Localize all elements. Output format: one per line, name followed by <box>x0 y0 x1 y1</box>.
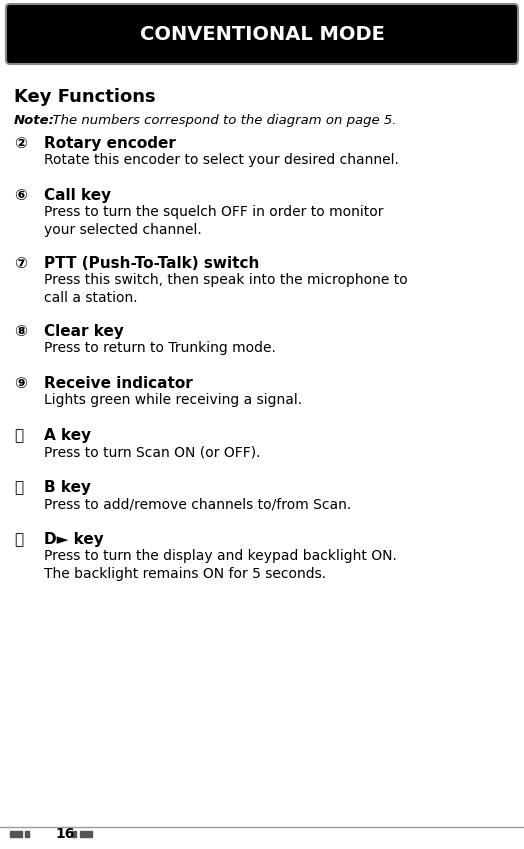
Text: A key: A key <box>44 428 91 443</box>
Bar <box>80 831 92 837</box>
Text: CONVENTIONAL MODE: CONVENTIONAL MODE <box>139 25 385 43</box>
Text: ⑲: ⑲ <box>14 532 23 547</box>
Bar <box>72 831 76 837</box>
Text: 16: 16 <box>55 827 74 841</box>
Text: ⑨: ⑨ <box>14 376 27 391</box>
Text: Press to return to Trunking mode.: Press to return to Trunking mode. <box>44 341 276 355</box>
Text: Press to turn the display and keypad backlight ON.
The backlight remains ON for : Press to turn the display and keypad bac… <box>44 549 397 582</box>
Text: ⑦: ⑦ <box>14 256 27 271</box>
Text: Note:: Note: <box>14 114 55 127</box>
Text: ⑯: ⑯ <box>14 428 23 443</box>
Text: Rotate this encoder to select your desired channel.: Rotate this encoder to select your desir… <box>44 153 399 167</box>
Text: ⑰: ⑰ <box>14 480 23 495</box>
Text: Press this switch, then speak into the microphone to
call a station.: Press this switch, then speak into the m… <box>44 273 408 306</box>
Text: Lights green while receiving a signal.: Lights green while receiving a signal. <box>44 393 302 407</box>
Text: Press to turn Scan ON (or OFF).: Press to turn Scan ON (or OFF). <box>44 445 260 459</box>
Text: Press to add/remove channels to/from Scan.: Press to add/remove channels to/from Sca… <box>44 497 351 511</box>
Text: ②: ② <box>14 136 27 151</box>
Bar <box>25 831 29 837</box>
FancyBboxPatch shape <box>6 4 518 64</box>
Text: Call key: Call key <box>44 188 111 203</box>
Text: ⑥: ⑥ <box>14 188 27 203</box>
Text: Press to turn the squelch OFF in order to monitor
your selected channel.: Press to turn the squelch OFF in order t… <box>44 205 384 238</box>
Text: PTT (Push-To-Talk) switch: PTT (Push-To-Talk) switch <box>44 256 259 271</box>
Text: Receive indicator: Receive indicator <box>44 376 193 391</box>
Text: Key Functions: Key Functions <box>14 88 156 106</box>
Text: B key: B key <box>44 480 91 495</box>
Text: Clear key: Clear key <box>44 324 124 339</box>
Text: ⑧: ⑧ <box>14 324 27 339</box>
Text: D► key: D► key <box>44 532 104 547</box>
Text: The numbers correspond to the diagram on page 5.: The numbers correspond to the diagram on… <box>44 114 397 127</box>
Text: Rotary encoder: Rotary encoder <box>44 136 176 151</box>
Bar <box>10 831 22 837</box>
